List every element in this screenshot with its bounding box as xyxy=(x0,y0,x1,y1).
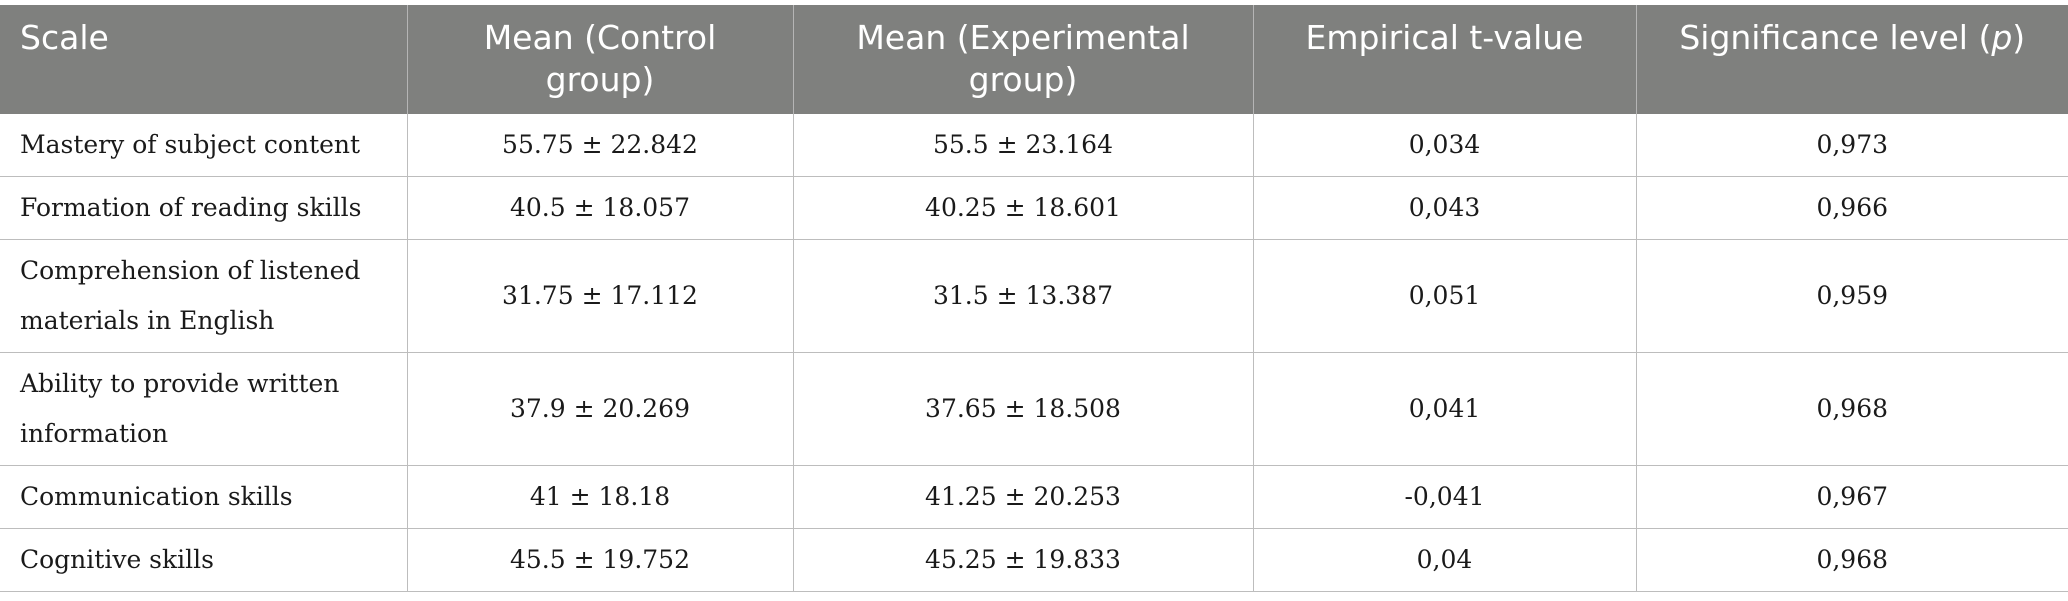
cell-significance: 0,959 xyxy=(1635,239,2068,353)
cell-significance: 0,968 xyxy=(1635,528,2068,592)
cell-scale: Ability to provide written information xyxy=(0,352,407,466)
cell-t-value: 0,04 xyxy=(1252,528,1636,592)
header-row: Scale Mean (Control group) Mean (Experim… xyxy=(0,5,2068,114)
table-row: Communication skills 41 ± 18.18 41.25 ± … xyxy=(0,465,2068,529)
cell-mean-control: 40.5 ± 18.057 xyxy=(406,176,793,240)
table-row: Comprehension of listened materials in E… xyxy=(0,239,2068,353)
cell-scale: Cognitive skills xyxy=(0,528,407,592)
table-row: Formation of reading skills 40.5 ± 18.05… xyxy=(0,176,2068,240)
cell-mean-control: 55.75 ± 22.842 xyxy=(406,114,793,177)
cell-mean-control: 31.75 ± 17.112 xyxy=(406,239,793,353)
cell-scale: Mastery of subject content xyxy=(0,114,407,177)
cell-scale: Communication skills xyxy=(0,465,407,529)
table-row: Mastery of subject content 55.75 ± 22.84… xyxy=(0,114,2068,177)
cell-mean-experimental: 31.5 ± 13.387 xyxy=(792,239,1253,353)
cell-mean-experimental: 37.65 ± 18.508 xyxy=(792,352,1253,466)
cell-mean-experimental: 41.25 ± 20.253 xyxy=(792,465,1253,529)
header-mean-experimental: Mean (Experimental group) xyxy=(792,5,1253,114)
cell-mean-control: 41 ± 18.18 xyxy=(406,465,793,529)
table-row: Ability to provide written information 3… xyxy=(0,352,2068,466)
header-significance-suffix: ) xyxy=(2012,18,2026,57)
header-significance-label: Significance level ( xyxy=(1679,18,1992,57)
header-significance: Significance level (p) xyxy=(1635,5,2068,114)
results-table-container: Scale Mean (Control group) Mean (Experim… xyxy=(0,5,2068,592)
header-t-value: Empirical t-value xyxy=(1252,5,1636,114)
cell-significance: 0,967 xyxy=(1635,465,2068,529)
table-body: Mastery of subject content 55.75 ± 22.84… xyxy=(0,114,2068,592)
cell-mean-experimental: 45.25 ± 19.833 xyxy=(792,528,1253,592)
cell-mean-control: 45.5 ± 19.752 xyxy=(406,528,793,592)
cell-scale: Formation of reading skills xyxy=(0,176,407,240)
cell-t-value: 0,041 xyxy=(1252,352,1636,466)
cell-t-value: 0,034 xyxy=(1252,114,1636,177)
cell-mean-experimental: 40.25 ± 18.601 xyxy=(792,176,1253,240)
cell-mean-experimental: 55.5 ± 23.164 xyxy=(792,114,1253,177)
header-scale: Scale xyxy=(0,5,407,114)
cell-significance: 0,966 xyxy=(1635,176,2068,240)
header-mean-control: Mean (Control group) xyxy=(406,5,793,114)
cell-mean-control: 37.9 ± 20.269 xyxy=(406,352,793,466)
results-table: Scale Mean (Control group) Mean (Experim… xyxy=(0,5,2068,592)
cell-t-value: 0,043 xyxy=(1252,176,1636,240)
cell-significance: 0,973 xyxy=(1635,114,2068,177)
header-significance-p: p xyxy=(1991,18,2013,57)
cell-significance: 0,968 xyxy=(1635,352,2068,466)
table-header: Scale Mean (Control group) Mean (Experim… xyxy=(0,5,2068,114)
table-row: Cognitive skills 45.5 ± 19.752 45.25 ± 1… xyxy=(0,528,2068,592)
cell-scale: Comprehension of listened materials in E… xyxy=(0,239,407,353)
cell-t-value: 0,051 xyxy=(1252,239,1636,353)
cell-t-value: -0,041 xyxy=(1252,465,1636,529)
